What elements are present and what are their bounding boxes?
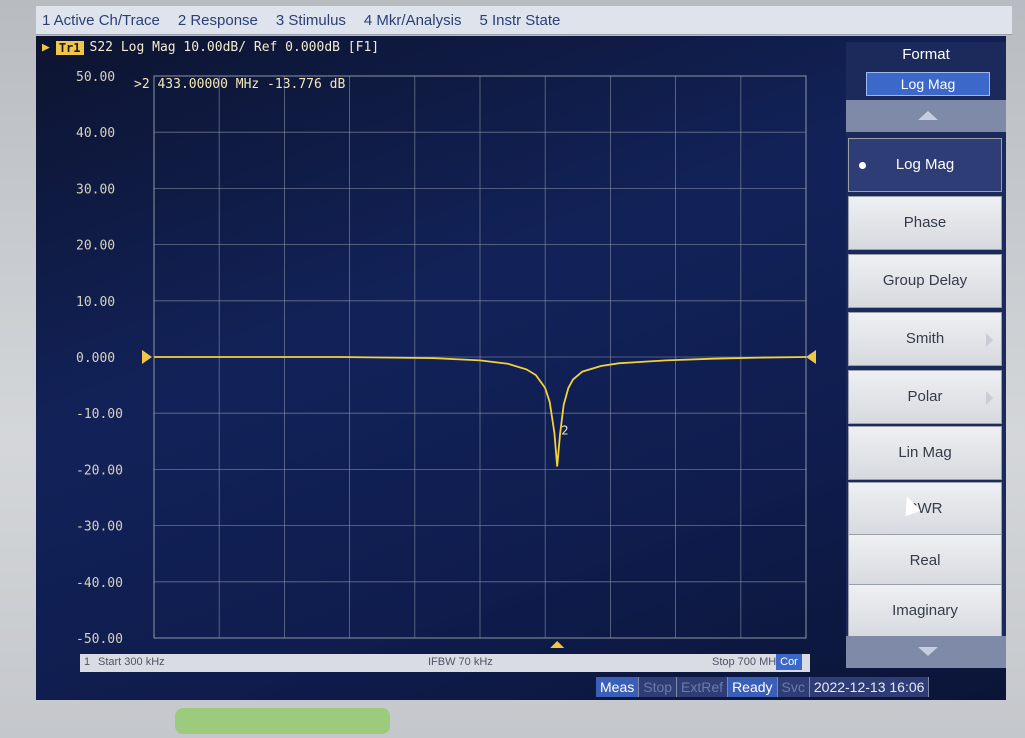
chevron-up-icon [918,111,938,120]
softkey-lin-mag[interactable]: Lin Mag [848,426,1002,480]
softkey-smith[interactable]: Smith [848,312,1002,366]
softkey-label: Real [909,552,941,569]
channel-number: 1 [84,656,91,668]
stop-frequency[interactable]: Stop 700 MHz [712,656,782,668]
menu-instr-state[interactable]: 5 Instr State [479,11,561,29]
chevron-right-icon [986,391,993,405]
format-value: Log Mag [866,72,990,96]
menu-active-ch-trace[interactable]: 1 Active Ch/Trace [42,11,160,29]
trace-header: ▶ Tr1 S22 Log Mag 10.00dB/ Ref 0.000dB [… [42,40,379,55]
softkey-label: Lin Mag [898,444,952,461]
menu-mkr-analysis[interactable]: 4 Mkr/Analysis [363,11,462,29]
marker-label: 2 [561,423,568,437]
softkey-label: Imaginary [892,602,958,619]
reference-right-marker-icon [806,350,816,364]
stimulus-bar: 1 Start 300 kHz IFBW 70 kHz Stop 700 MHz [80,654,810,672]
y-tick-label: -50.00 [76,632,123,647]
y-tick-label: -10.00 [76,407,123,422]
softkey-label: Polar [907,388,943,405]
device-label-sticker [175,708,390,734]
marker-readout: >2 433.00000 MHz -13.776 dB [134,77,346,92]
trace-header-text: S22 Log Mag 10.00dB/ Ref 0.000dB [F1] [89,40,380,55]
chevron-down-icon [918,647,938,656]
marker-position-icon [550,641,565,648]
softkey-label: SWR [907,500,943,517]
menu-response[interactable]: 2 Response [177,11,258,29]
softkey-polar[interactable]: Polar [848,370,1002,424]
analyzer-screen: 50.00 40.00 30.00 20.00 10.00 0.000 -10.00 -20.… [36,36,1006,700]
y-tick-label: 40.00 [76,126,115,141]
status-meas: Meas [596,677,640,697]
y-tick-label: 30.00 [76,182,115,197]
y-tick-label: 0.000 [76,351,115,366]
softkey-label: Phase [903,214,947,231]
trace-plot: 50.00 40.00 30.00 20.00 10.00 0.000 -10.00 -20.… [76,70,816,648]
y-tick-label: -20.00 [76,463,123,478]
softkey-log-mag[interactable]: Log Mag [848,138,1002,192]
trace-triangle-icon: ▶ [42,40,50,55]
selected-dot-icon [859,162,866,169]
y-tick-label: 20.00 [76,239,115,254]
softkey-imaginary[interactable]: Imaginary [848,584,1002,638]
status-datetime: 2022-12-13 16:06 [809,677,930,697]
softkey-swr[interactable]: SWR [848,482,1002,536]
start-frequency[interactable]: Start 300 kHz [98,656,165,668]
softkey-label: Group Delay [882,272,968,289]
softkey-group-delay[interactable]: Group Delay [848,254,1002,308]
reference-left-marker-icon [142,350,152,364]
softkey-label: Log Mag [895,156,955,173]
status-stop: Stop [639,677,678,697]
menu-stimulus[interactable]: 3 Stimulus [275,11,346,29]
ifbw-value[interactable]: IFBW 70 kHz [428,656,493,668]
trace-badge[interactable]: Tr1 [55,40,84,55]
status-svc: Svc [777,677,810,697]
y-tick-label: 10.00 [76,295,115,310]
y-tick-label: -30.00 [76,520,123,535]
y-tick-label: -40.00 [76,576,123,591]
status-extref: ExtRef [677,677,729,697]
correction-badge: Cor [776,654,802,670]
softkey-phase[interactable]: Phase [848,196,1002,250]
status-bar: Meas Stop ExtRef Ready Svc 2022-12-13 16… [596,677,1006,697]
softkey-real[interactable]: Real [848,534,1002,588]
scroll-up-button[interactable] [846,100,1006,132]
menu-bar: 1 Active Ch/Trace 2 Response 3 Stimulus … [36,6,1012,35]
trace-line [154,356,807,467]
scroll-down-button[interactable] [846,636,1006,668]
softkey-label: Smith [905,330,945,347]
y-tick-label: 50.00 [76,70,115,85]
status-ready: Ready [728,677,778,697]
softkey-title: Format [902,46,950,63]
chevron-right-icon [986,333,993,347]
